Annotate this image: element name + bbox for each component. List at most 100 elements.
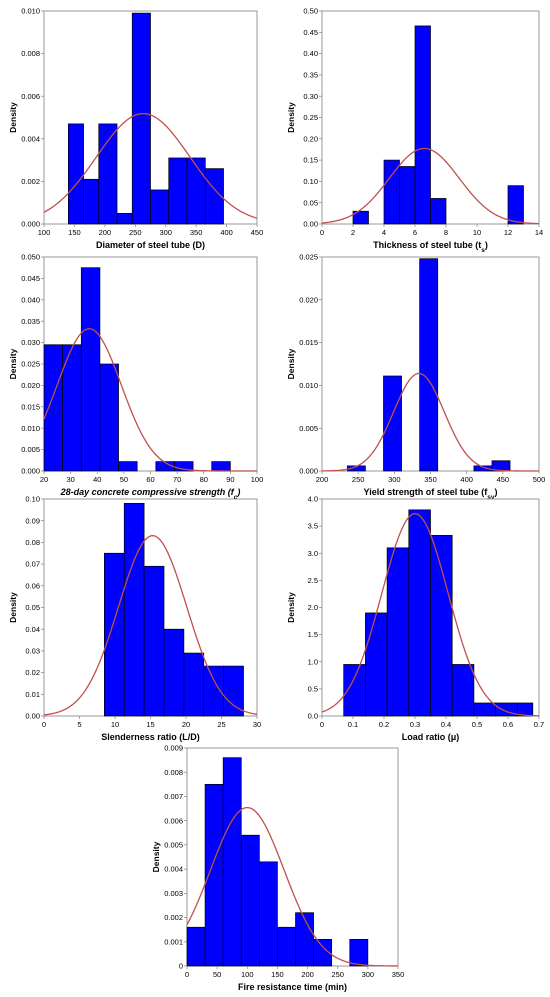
histogram-panel-4: 200 250 300 350 400 450 500 0.000 0.005 0.010 0.01… [286, 253, 545, 501]
y-tick-label: 4.0 [308, 495, 318, 504]
y-tick-label: 0.20 [303, 134, 318, 143]
x-tick-label: 0.7 [534, 720, 544, 729]
x-tick-label: 20 [182, 720, 190, 729]
histogram-bar [240, 834, 260, 967]
y-tick-label: 0.10 [303, 177, 318, 186]
x-tick-label: 0.6 [503, 720, 513, 729]
histogram-bar [365, 612, 388, 717]
x-tick-label: 4 [382, 228, 386, 237]
histogram-bar [223, 665, 244, 717]
histogram-bar [408, 509, 431, 717]
histogram-bar [258, 861, 278, 967]
normal-fit-curve [186, 806, 398, 967]
y-tick-label: 0.010 [21, 424, 40, 433]
y-tick-label: 0.008 [21, 49, 40, 58]
histogram-bar [67, 123, 84, 225]
x-tick-label: 20 [40, 475, 48, 484]
x-tick-label: 300 [388, 475, 401, 484]
y-tick-label: 0.007 [164, 792, 183, 801]
y-tick-label: 0.000 [21, 220, 40, 229]
x-tick-label: 300 [159, 228, 172, 237]
x-tick-label: 200 [316, 475, 329, 484]
histogram-bar [143, 565, 165, 717]
x-tick-label: 0.1 [348, 720, 358, 729]
y-tick-label: 0.08 [25, 538, 40, 547]
normal-fit-curve [321, 513, 540, 717]
histogram-panel-6: 0 0.1 0.2 0.3 0.4 0.5 0.6 0.7 0.0 0.5 1.0 1.5 2.0 2.5… [286, 495, 544, 742]
y-tick-label: 0.025 [21, 360, 40, 369]
histogram-bar [383, 159, 400, 225]
x-axis-label: Slenderness ratio (L/D) [101, 732, 200, 742]
histogram-bar [150, 189, 170, 225]
x-tick-label: 70 [173, 475, 181, 484]
x-tick-label: 0.3 [410, 720, 420, 729]
y-axis-label: Density [286, 592, 296, 623]
y-tick-label: 0.35 [303, 71, 318, 80]
y-tick-label: 2.5 [308, 576, 318, 585]
histogram-bar [43, 344, 63, 472]
histogram-bar [516, 702, 534, 717]
histogram-bar [222, 757, 242, 967]
histogram-bar [163, 628, 185, 717]
y-tick-label: 0.07 [25, 560, 40, 569]
x-tick-label: 150 [271, 970, 284, 979]
x-tick-label: 300 [362, 970, 375, 979]
x-axis-label: Fire resistance time (min) [238, 982, 347, 992]
y-axis-label: Density [8, 592, 18, 623]
y-tick-label: 0 [179, 962, 183, 971]
y-tick-label: 0.05 [303, 198, 318, 207]
histogram-panel-3: 20 30 40 50 60 70 80 90 100 0.000 0.005 0.010 0.015 0… [8, 253, 263, 501]
histogram-bar [98, 123, 118, 225]
y-tick-label: 0.50 [303, 7, 318, 16]
x-tick-label: 100 [38, 228, 51, 237]
x-tick-label: 0.4 [441, 720, 451, 729]
histogram-panel-1: 100 150 200 250 300 350 400 450 0.000 0.002 0.004 0… [8, 7, 263, 250]
x-tick-label: 2 [351, 228, 355, 237]
x-axis-label: 28-day concrete compressive strength (fc… [60, 487, 241, 501]
histogram-bar [80, 267, 101, 472]
y-tick-label: 2.0 [308, 603, 318, 612]
x-tick-label: 0 [320, 228, 324, 237]
x-tick-label: 200 [301, 970, 314, 979]
histogram-bar [168, 157, 188, 225]
x-tick-label: 14 [535, 228, 543, 237]
x-tick-label: 0 [185, 970, 189, 979]
x-tick-label: 400 [460, 475, 473, 484]
y-tick-label: 0.0 [308, 712, 318, 721]
y-tick-label: 0.003 [164, 889, 183, 898]
histogram-bar [118, 461, 138, 472]
y-tick-label: 0.020 [21, 381, 40, 390]
histogram-bar [414, 25, 431, 225]
normal-fit-curve [321, 372, 539, 472]
x-axis-label: Yield strength of steel tube (fsy) [364, 487, 498, 501]
x-tick-label: 25 [217, 720, 225, 729]
histogram-panel-7: 0 50 100 150 200 250 300 350 0 0.001 0.002 0.003 0.0… [151, 744, 404, 992]
y-tick-label: 0.00 [25, 712, 40, 721]
x-tick-label: 0.2 [379, 720, 389, 729]
x-tick-label: 10 [111, 720, 119, 729]
x-axis-label: Diameter of steel tube (D) [96, 240, 205, 250]
x-tick-label: 150 [68, 228, 81, 237]
y-axis-label: Density [286, 102, 296, 133]
y-tick-label: 0.045 [21, 274, 40, 283]
histogram-bar [430, 198, 447, 225]
y-axis-label: Density [286, 348, 296, 379]
histogram-bar [123, 502, 145, 717]
y-tick-label: 0.04 [25, 625, 40, 634]
x-tick-label: 350 [424, 475, 437, 484]
histogram-bar [473, 702, 496, 717]
histogram-bar [313, 939, 333, 967]
y-tick-label: 0.45 [303, 28, 318, 37]
y-tick-label: 0.005 [164, 840, 183, 849]
x-tick-label: 60 [146, 475, 154, 484]
histogram-panel-5: 0 5 10 15 20 25 30 0.00 0.01 0.02 0.03 0.04 0.05 0.06… [8, 495, 261, 742]
y-tick-label: 0.015 [21, 402, 40, 411]
x-tick-label: 15 [146, 720, 154, 729]
x-tick-label: 0.5 [472, 720, 482, 729]
x-axis-label: Load ratio (μ) [402, 732, 460, 742]
x-tick-label: 100 [241, 970, 254, 979]
x-tick-label: 12 [504, 228, 512, 237]
y-tick-label: 0.002 [164, 913, 183, 922]
y-tick-label: 0.015 [299, 338, 318, 347]
